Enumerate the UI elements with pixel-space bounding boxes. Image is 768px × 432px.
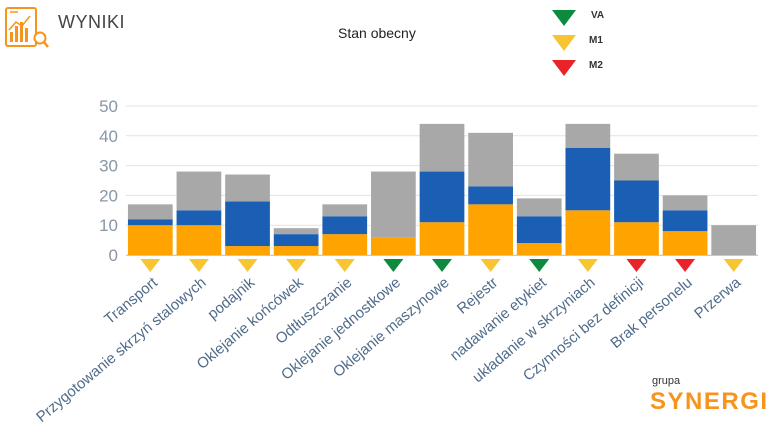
legend-label-va: VA <box>591 10 605 21</box>
bar-segment <box>662 231 708 255</box>
bar-segment <box>614 222 659 255</box>
bar-segment <box>565 147 611 211</box>
category-marker-m1 <box>188 259 209 272</box>
category-marker-va <box>432 259 452 272</box>
bar-segment <box>225 174 270 202</box>
bar-segment <box>371 171 416 238</box>
category-marker-m1 <box>480 259 501 272</box>
y-tick-label: 20 <box>99 186 118 205</box>
y-tick-label: 30 <box>99 157 118 176</box>
bar-segment <box>273 228 319 235</box>
report-chart-magnifier-icon <box>5 7 49 48</box>
bar-segment <box>468 132 513 187</box>
bar-segment <box>565 210 611 255</box>
bar-segment <box>225 201 270 247</box>
bar-segment <box>419 222 465 255</box>
page-title: WYNIKI <box>58 12 126 32</box>
bar-segment <box>176 210 222 226</box>
legend-label-m2: M2 <box>589 60 603 71</box>
bar-segment <box>516 198 562 217</box>
category-marker-m1 <box>334 259 355 272</box>
bar-segment <box>322 216 368 235</box>
chart-title: Stan obecny <box>338 25 416 41</box>
legend-label-m1: M1 <box>589 35 603 46</box>
bar-segment <box>371 237 416 255</box>
category-marker-va <box>529 259 550 272</box>
bar-segment <box>516 216 562 244</box>
brand-group-label: grupa <box>652 375 681 387</box>
brand-logo-text: SYNERGIA <box>650 388 768 415</box>
category-marker-m2 <box>626 259 647 272</box>
category-marker-m1 <box>577 259 598 272</box>
bar-segment <box>516 243 562 255</box>
bar-segment <box>127 204 173 220</box>
y-tick-label: 0 <box>109 246 118 265</box>
legend-marker-m2 <box>552 60 576 76</box>
category-marker-va <box>383 259 404 272</box>
legend-marker-va <box>552 10 576 26</box>
bar-segment <box>419 123 465 172</box>
category-marker-m1 <box>237 259 258 272</box>
bar-segment <box>468 204 513 255</box>
bar-segment <box>468 186 513 205</box>
category-marker-m2 <box>675 259 696 272</box>
bar-segment <box>565 123 611 148</box>
bar-segment <box>711 225 757 255</box>
bar-segment <box>662 210 708 232</box>
bar-segment <box>322 234 368 255</box>
bar-segment <box>176 171 222 211</box>
bar-segment <box>614 153 659 181</box>
bar-segment <box>176 225 222 255</box>
y-tick-label: 50 <box>99 97 118 116</box>
bar-segment <box>322 204 368 217</box>
legend-marker-m1 <box>552 35 576 51</box>
category-marker-m1 <box>140 259 161 272</box>
category-marker-m1 <box>723 259 744 272</box>
bar-segment <box>127 225 173 255</box>
bar-segment <box>662 195 708 211</box>
bar-segment <box>273 234 319 247</box>
x-tick-label: Przerwa <box>691 274 745 323</box>
bar-segment <box>419 171 465 223</box>
bar-segment <box>225 246 270 255</box>
y-tick-label: 10 <box>99 216 118 235</box>
bar-segment <box>273 246 319 255</box>
y-tick-label: 40 <box>99 127 118 146</box>
bar-segment <box>127 219 173 226</box>
category-marker-m1 <box>286 259 307 272</box>
bar-segment <box>614 180 659 223</box>
